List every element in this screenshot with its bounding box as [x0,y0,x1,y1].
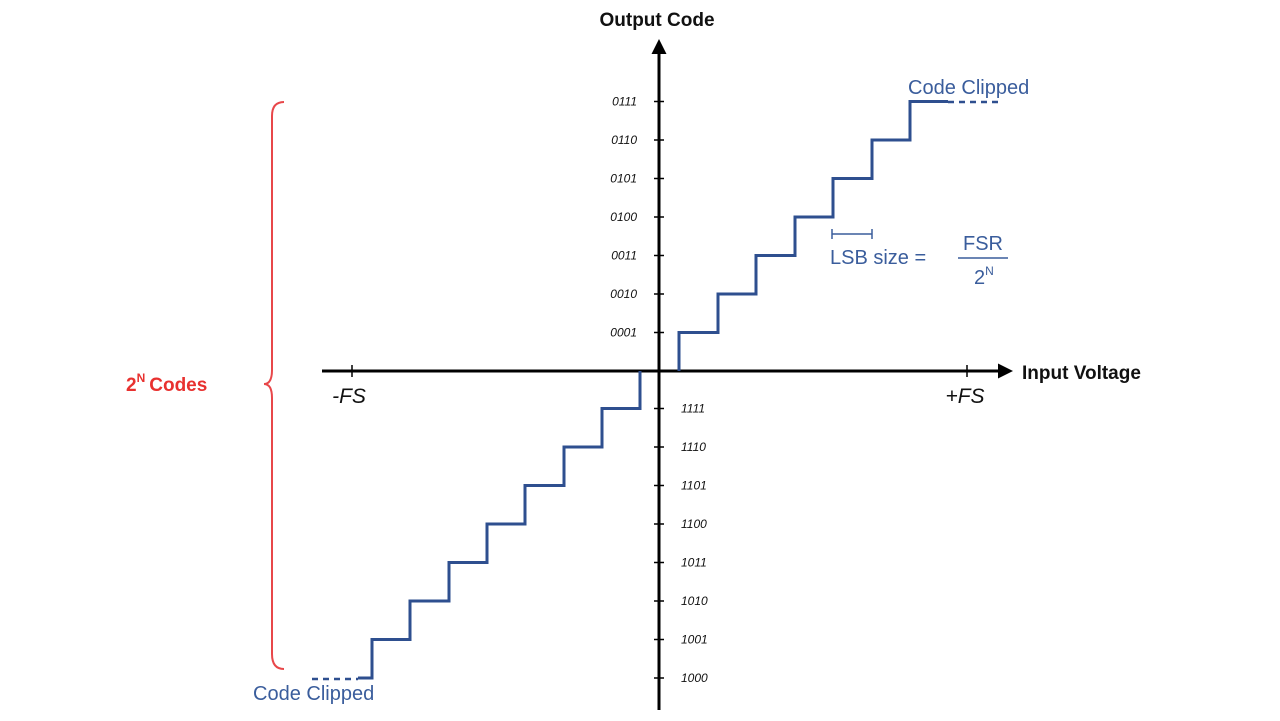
code-label: 0010 [610,287,637,301]
code-label: 1011 [681,556,707,570]
code-ticks: 0001 0010 0011 0100 0101 0110 0111 1111 1110 1101… [610,95,708,686]
code-label: 1000 [681,671,708,685]
code-clipped-bottom-label: Code Clipped [253,683,374,705]
transfer-staircase [358,100,948,680]
code-label: 0001 [610,326,637,340]
code-label: 0111 [612,95,637,109]
codes-brace [263,101,285,670]
lsb-fraction-numerator: FSR [963,233,1003,255]
code-label: 1111 [681,402,705,416]
code-label: 0100 [610,210,637,224]
lsb-size-annotation: LSB size = FSR 2N [830,229,1008,289]
x-axis-title: Input Voltage [1022,363,1141,384]
code-label: 1010 [681,594,708,608]
code-label: 0101 [610,172,637,186]
lsb-fraction-denominator: 2N [974,264,994,289]
y-axis-title: Output Code [599,10,714,31]
x-label-pos-fs: +FS [945,385,984,408]
staircase-positive [677,100,948,371]
staircase-negative [358,371,642,680]
code-label: 1110 [681,440,706,454]
codes-count-label: 2N Codes [126,371,207,396]
code-label: 1101 [681,479,707,493]
code-clipped-top-label: Code Clipped [908,77,1029,99]
code-label: 1001 [681,633,708,647]
lsb-size-label: LSB size = [830,247,926,269]
code-label: 0011 [611,249,637,263]
code-label: 0110 [611,133,637,147]
code-label: 1100 [681,517,707,531]
x-label-neg-fs: -FS [332,385,366,408]
